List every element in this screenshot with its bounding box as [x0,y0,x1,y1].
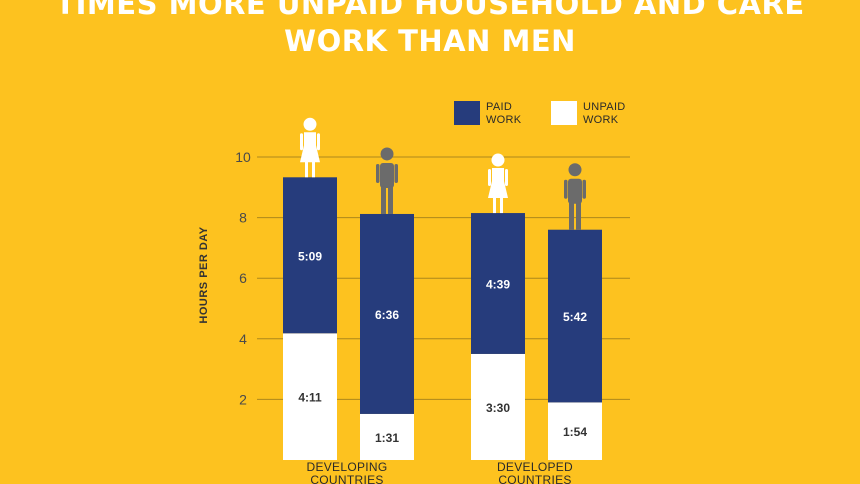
paid-bar [283,177,337,334]
unpaid-bar [471,353,525,460]
chart-title: TIMES MORE UNPAID HOUSEHOLD AND CARE WOR… [55,0,805,58]
paid-value-label: 5:09 [298,249,322,263]
legend-label: WORK [583,114,619,126]
unpaid-bar [283,333,337,460]
y-tick-label: 10 [235,149,251,165]
unpaid-bar [360,413,414,460]
woman-icon [300,117,320,178]
y-axis-label: HOURS PER DAY [198,226,210,323]
man-icon [564,163,586,230]
legend-label: PAID [486,101,512,113]
man-icon [376,147,398,214]
group-label: DEVELOPING [306,460,387,474]
y-tick-label: 6 [239,270,247,286]
legend-swatch [551,101,577,125]
paid-value-label: 5:42 [563,310,587,324]
group-label: COUNTRIES [498,473,571,484]
paid-bar [471,213,525,354]
y-tick-label: 2 [239,391,247,407]
paid-bar [548,229,602,403]
group-label: DEVELOPED [497,460,573,474]
legend-label: WORK [486,114,522,126]
y-tick-label: 4 [239,331,247,347]
unpaid-value-label: 4:11 [298,391,322,405]
woman-icon [488,153,508,214]
unpaid-value-label: 3:30 [486,401,510,415]
paid-value-label: 4:39 [486,278,510,292]
paid-value-label: 6:36 [375,308,399,322]
group-label: COUNTRIES [310,473,383,484]
legend-label: UNPAID [583,101,626,113]
legend-swatch [454,101,480,125]
unpaid-value-label: 1:31 [375,431,399,445]
paid-bar [360,213,414,414]
y-tick-label: 8 [239,210,247,226]
unpaid-bar [548,402,602,460]
unpaid-value-label: 1:54 [563,425,587,439]
